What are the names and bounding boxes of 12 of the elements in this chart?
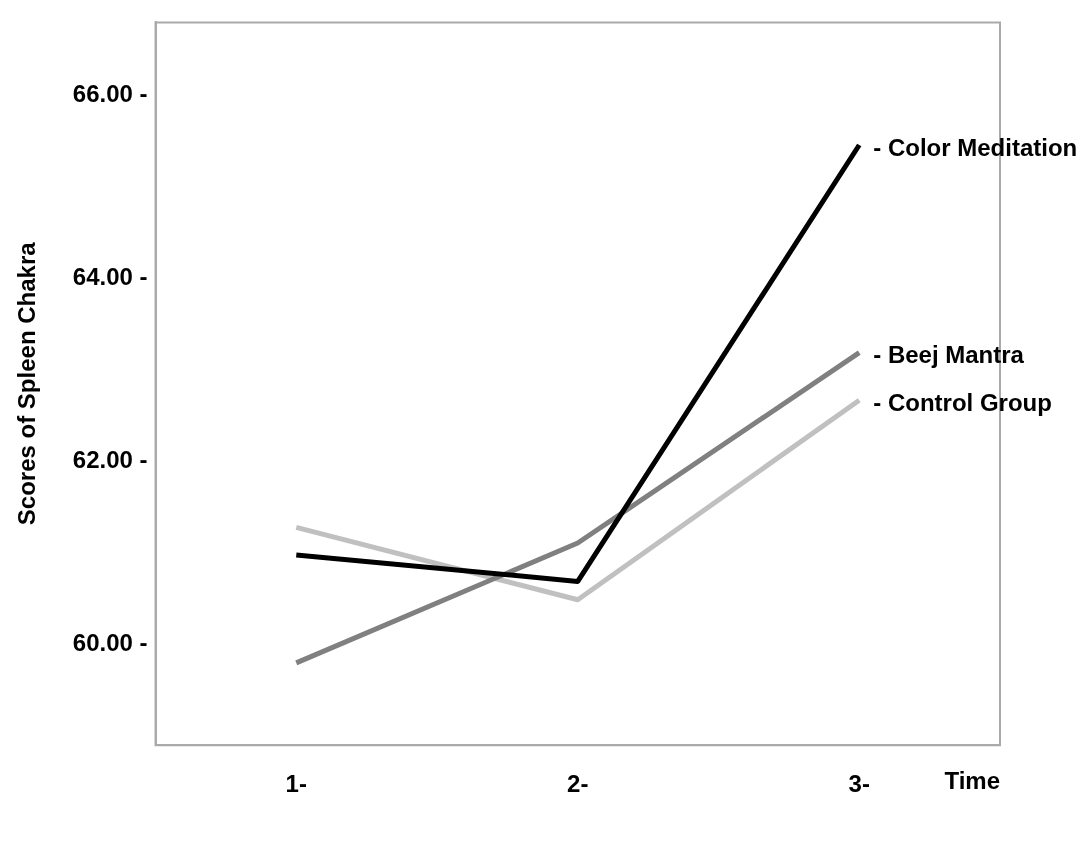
- x-tick-label: 1-: [285, 770, 307, 798]
- y-axis-title: Scores of Spleen Chakra: [13, 241, 41, 526]
- x-tick-label: 3-: [848, 770, 870, 798]
- series-label: - Beej Mantra: [873, 341, 1025, 369]
- y-tick-label: 60.00 -: [72, 629, 148, 657]
- x-tick-label: 2-: [567, 770, 589, 798]
- y-tick-label: 62.00 -: [72, 446, 148, 474]
- series-label: - Color Meditation: [873, 133, 1078, 161]
- x-axis-title: Time: [944, 766, 1000, 794]
- y-tick-label: 64.00 -: [72, 263, 148, 291]
- y-tick-label: 66.00 -: [72, 80, 148, 108]
- series-label: - Control Group: [873, 388, 1052, 416]
